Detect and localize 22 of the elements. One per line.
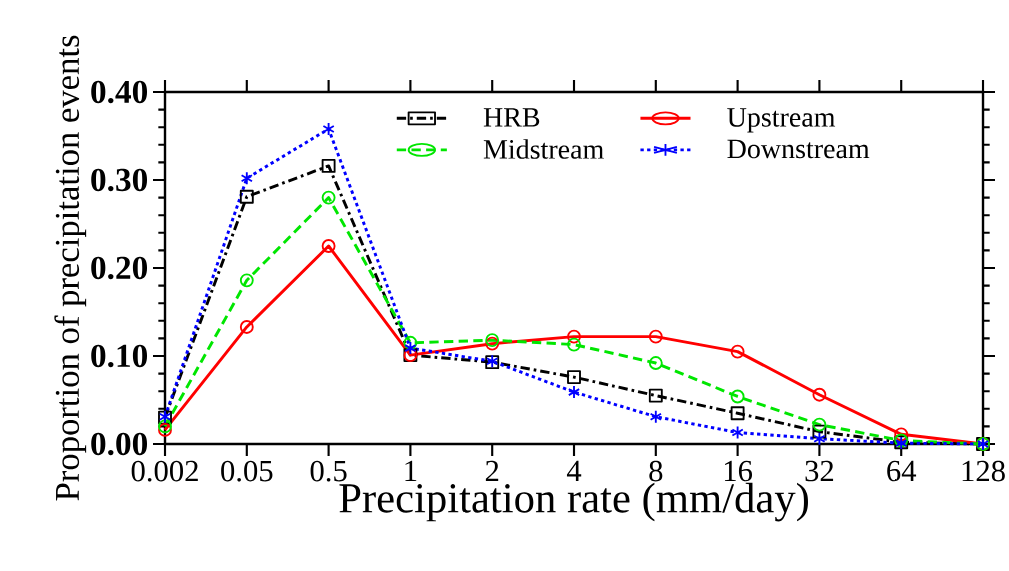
x-tick-label: 32 [805,460,834,482]
y-tick-label: 0.10 [91,344,148,368]
y-tick-label: 0.30 [91,168,148,192]
legend-label: Midstream [483,139,604,159]
x-tick-label: 0.05 [221,460,273,482]
legend-label: HRB [483,108,540,127]
legend-label: Upstream [727,108,836,133]
legend-label: Downstream [727,139,870,159]
x-tick-label: 4 [566,460,582,481]
y-axis-title: Proportion of precipitation events [54,35,87,501]
y-tick-label: 0.00 [91,432,148,456]
x-tick-label: 0.002 [131,460,198,482]
x-tick-label: 64 [887,460,917,482]
x-tick-label: 128 [962,460,1005,482]
x-tick-label: 8 [649,460,663,482]
x-axis-title: Precipitation rate (mm/day) [339,482,808,522]
x-tick-label: 0.5 [310,460,347,482]
x-tick-label: 16 [724,460,753,482]
y-tick-label: 0.40 [91,80,148,104]
y-tick-label: 0.20 [91,256,148,280]
x-tick-label: 1 [405,460,417,481]
x-tick-label: 2 [485,460,499,482]
